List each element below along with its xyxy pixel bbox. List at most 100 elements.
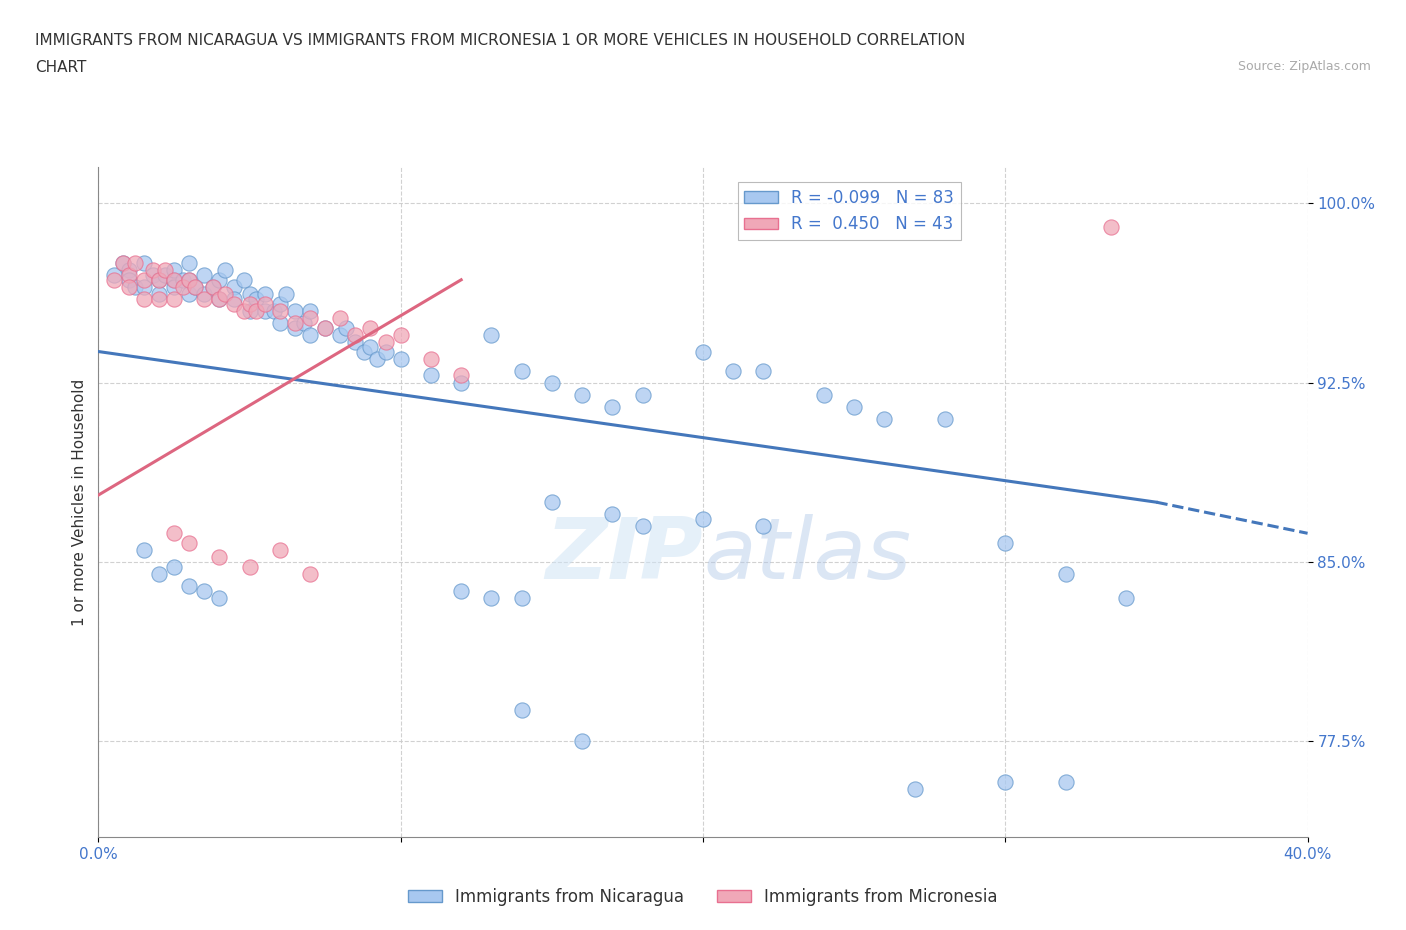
Point bbox=[232, 272, 254, 287]
Point bbox=[118, 268, 141, 283]
Point bbox=[224, 291, 246, 306]
Point bbox=[148, 272, 170, 287]
Point bbox=[353, 344, 375, 359]
Point bbox=[177, 536, 201, 551]
Point bbox=[208, 550, 231, 565]
Point bbox=[1115, 591, 1137, 605]
Point bbox=[571, 387, 593, 402]
Point bbox=[142, 263, 165, 278]
Point bbox=[602, 507, 624, 522]
Point bbox=[163, 263, 186, 278]
Point bbox=[994, 775, 1017, 790]
Point bbox=[177, 578, 201, 593]
Point bbox=[172, 280, 194, 295]
Point bbox=[419, 368, 441, 383]
Point bbox=[208, 591, 231, 605]
Point bbox=[274, 286, 297, 301]
Point bbox=[450, 368, 472, 383]
Point bbox=[208, 272, 231, 287]
Point bbox=[344, 335, 367, 350]
Point bbox=[374, 344, 396, 359]
Point bbox=[177, 256, 201, 271]
Point bbox=[299, 327, 322, 342]
Point bbox=[193, 268, 215, 283]
Point bbox=[202, 280, 225, 295]
Point bbox=[994, 536, 1017, 551]
Point bbox=[335, 320, 357, 335]
Point bbox=[239, 297, 262, 312]
Point bbox=[934, 411, 956, 426]
Point bbox=[284, 320, 307, 335]
Point bbox=[813, 387, 835, 402]
Point bbox=[239, 286, 262, 301]
Point bbox=[873, 411, 896, 426]
Point bbox=[239, 559, 262, 574]
Point bbox=[163, 291, 186, 306]
Point bbox=[177, 272, 201, 287]
Point bbox=[208, 291, 231, 306]
Point bbox=[132, 291, 155, 306]
Point bbox=[253, 303, 276, 318]
Point bbox=[253, 286, 276, 301]
Point bbox=[148, 272, 170, 287]
Text: atlas: atlas bbox=[703, 514, 911, 597]
Text: IMMIGRANTS FROM NICARAGUA VS IMMIGRANTS FROM MICRONESIA 1 OR MORE VEHICLES IN HO: IMMIGRANTS FROM NICARAGUA VS IMMIGRANTS … bbox=[35, 33, 966, 47]
Text: Source: ZipAtlas.com: Source: ZipAtlas.com bbox=[1237, 60, 1371, 73]
Point bbox=[450, 375, 472, 390]
Legend: R = -0.099   N = 83, R =  0.450   N = 43: R = -0.099 N = 83, R = 0.450 N = 43 bbox=[738, 182, 960, 240]
Point bbox=[184, 280, 207, 295]
Point bbox=[132, 256, 155, 271]
Point bbox=[344, 327, 367, 342]
Point bbox=[124, 256, 146, 271]
Point bbox=[269, 315, 291, 330]
Point bbox=[232, 303, 254, 318]
Point bbox=[374, 335, 396, 350]
Point bbox=[118, 263, 141, 278]
Point bbox=[540, 375, 562, 390]
Point bbox=[360, 339, 382, 354]
Point bbox=[163, 272, 186, 287]
Point bbox=[481, 327, 503, 342]
Text: ZIP: ZIP bbox=[546, 514, 703, 597]
Point bbox=[314, 320, 336, 335]
Point bbox=[163, 272, 186, 287]
Point bbox=[752, 364, 775, 379]
Point bbox=[214, 263, 236, 278]
Point bbox=[292, 315, 315, 330]
Point bbox=[184, 280, 207, 295]
Point bbox=[329, 327, 352, 342]
Point bbox=[314, 320, 336, 335]
Text: CHART: CHART bbox=[35, 60, 87, 75]
Point bbox=[419, 352, 441, 366]
Point bbox=[269, 542, 291, 557]
Point bbox=[224, 297, 246, 312]
Point bbox=[224, 280, 246, 295]
Point bbox=[132, 280, 155, 295]
Point bbox=[1099, 219, 1122, 234]
Point bbox=[692, 344, 714, 359]
Point bbox=[299, 311, 322, 325]
Point bbox=[148, 566, 170, 581]
Point bbox=[253, 297, 276, 312]
Y-axis label: 1 or more Vehicles in Household: 1 or more Vehicles in Household bbox=[72, 379, 87, 626]
Point bbox=[148, 286, 170, 301]
Point bbox=[510, 364, 533, 379]
Point bbox=[163, 525, 186, 540]
Point bbox=[124, 280, 146, 295]
Point bbox=[193, 291, 215, 306]
Point bbox=[118, 280, 141, 295]
Point bbox=[510, 591, 533, 605]
Point bbox=[172, 272, 194, 287]
Point bbox=[177, 286, 201, 301]
Point bbox=[329, 311, 352, 325]
Point bbox=[571, 734, 593, 749]
Point bbox=[389, 327, 412, 342]
Point bbox=[148, 291, 170, 306]
Point bbox=[193, 286, 215, 301]
Point bbox=[118, 272, 141, 287]
Point bbox=[153, 263, 176, 278]
Point bbox=[132, 542, 155, 557]
Point bbox=[142, 268, 165, 283]
Point bbox=[239, 303, 262, 318]
Point bbox=[844, 399, 866, 414]
